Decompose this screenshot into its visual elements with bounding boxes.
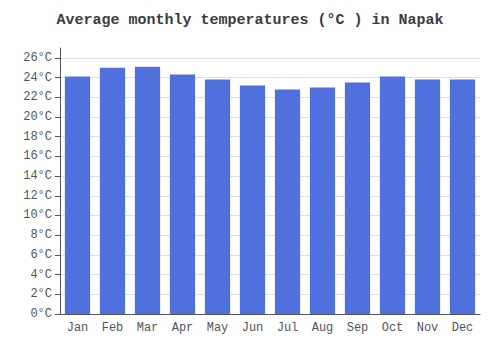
svg-text:14°C: 14°C xyxy=(23,169,52,183)
svg-text:Oct: Oct xyxy=(382,321,404,335)
svg-text:May: May xyxy=(207,321,229,335)
svg-text:16°C: 16°C xyxy=(23,149,52,163)
svg-text:Jul: Jul xyxy=(277,321,299,335)
svg-text:Nov: Nov xyxy=(417,321,439,335)
svg-text:Dec: Dec xyxy=(452,321,474,335)
svg-text:Jan: Jan xyxy=(67,321,89,335)
svg-text:26°C: 26°C xyxy=(23,51,52,65)
svg-text:24°C: 24°C xyxy=(23,71,52,85)
svg-text:Average monthly temperatures (: Average monthly temperatures (°C ) in Na… xyxy=(56,12,443,29)
svg-text:18°C: 18°C xyxy=(23,130,52,144)
svg-text:4°C: 4°C xyxy=(30,268,52,282)
svg-text:Apr: Apr xyxy=(172,321,194,335)
svg-text:12°C: 12°C xyxy=(23,189,52,203)
svg-text:2°C: 2°C xyxy=(30,287,52,301)
svg-text:22°C: 22°C xyxy=(23,90,52,104)
svg-text:20°C: 20°C xyxy=(23,110,52,124)
svg-text:0°C: 0°C xyxy=(30,307,52,321)
svg-text:Mar: Mar xyxy=(137,321,159,335)
svg-text:Sep: Sep xyxy=(347,321,369,335)
svg-text:6°C: 6°C xyxy=(30,248,52,262)
svg-text:Jun: Jun xyxy=(242,321,264,335)
svg-text:Feb: Feb xyxy=(102,321,124,335)
svg-text:10°C: 10°C xyxy=(23,208,52,222)
svg-text:Aug: Aug xyxy=(312,321,334,335)
svg-text:8°C: 8°C xyxy=(30,228,52,242)
